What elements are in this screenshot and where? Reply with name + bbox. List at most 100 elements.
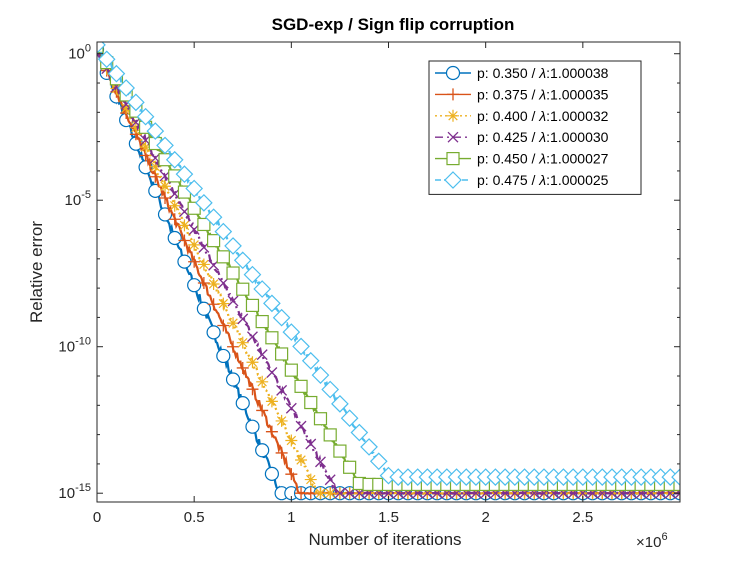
series-5-marker [284,363,298,377]
series-6-marker [107,64,126,83]
series-3-marker [120,101,133,114]
series-6-marker [340,409,359,428]
legend-marker [446,152,460,166]
series-1-marker [245,419,260,434]
series-1-marker [187,278,202,293]
series-6-marker [360,438,378,456]
series-4-marker [295,420,307,432]
series-6-marker [311,366,330,384]
series-6-marker [146,122,165,140]
series-1-marker [206,325,221,340]
series-4-marker [305,438,317,450]
series-5-marker [245,298,260,313]
legend-label-prefix: p: 0.450 / [477,151,539,167]
legend-label-suffix: :1.000025 [546,172,608,188]
series-1-marker [255,443,270,458]
legend-marker [447,109,459,122]
series-5-marker [343,460,357,474]
legend-marker [447,131,459,143]
x-axis-multiplier: ×106 [636,531,668,551]
x-tick-label: 0 [93,509,101,526]
series-3-marker [149,160,162,173]
series-6-marker [272,308,291,327]
series-6-marker [127,93,145,112]
series-5-marker [673,477,680,492]
legend-label-lambda: λ [538,86,546,102]
series-1-marker [216,348,231,364]
series-4-marker [227,295,239,307]
series-5-marker [313,412,328,426]
series-3-marker [178,219,191,232]
series-6-marker [671,468,680,486]
series-5-marker [187,201,201,215]
series-4-marker [334,487,346,499]
series-6-marker [350,423,369,442]
series-4-marker [237,313,249,325]
series-5-marker [275,347,289,361]
series-3-marker [314,487,327,500]
series-3-marker [265,395,278,408]
series-6-marker [243,265,262,284]
series-5-marker [255,314,269,329]
legend-label: p: 0.450 / λ:1.000027 [477,151,609,167]
series-3-marker [246,356,259,369]
series-3-marker [207,278,220,291]
series-6-marker [117,79,135,97]
series-2-marker [256,404,269,417]
series-6-marker [195,194,213,212]
x-axis-label: Number of iterations [308,530,461,549]
series-6-marker [214,222,233,241]
series-5-marker [236,282,250,296]
series-2-marker [217,319,230,332]
legend-label-suffix: :1.000030 [546,129,608,145]
series-3-marker [285,434,298,447]
legend-label-suffix: :1.000032 [546,108,608,124]
legend-label-prefix: p: 0.375 / [477,86,539,102]
legend-entry: p: 0.350 / λ:1.000038 [435,65,609,81]
series-2-marker [236,361,249,374]
y-tick-label-exp: -15 [75,482,91,494]
series-6-marker [292,337,310,356]
legend-entry: p: 0.400 / λ:1.000032 [435,108,609,124]
legend-entry: p: 0.375 / λ:1.000035 [435,86,609,102]
legend-label-lambda: λ [538,65,546,81]
legend-label-prefix: p: 0.350 / [477,65,539,81]
y-tick-label-base: 10 [58,485,75,502]
series-6 [97,42,680,486]
x-axis-multiplier-exp: 6 [661,531,667,543]
series-3-marker [304,473,317,486]
y-tick-label-exp: -10 [75,336,91,348]
y-tick-label-exp: -5 [81,189,91,201]
series-5-marker [216,250,230,264]
series-6-marker [156,136,174,155]
legend-label-prefix: p: 0.400 / [477,108,539,124]
series-3-marker [295,454,308,467]
y-tick-label: 100 [68,43,91,63]
x-axis: 0 0.5 1 1.5 2 2.5 [93,42,593,526]
series-6-marker [175,165,194,183]
series-6-marker [321,380,340,399]
legend-label-suffix: :1.000027 [546,151,608,167]
legend-box [428,60,642,195]
series-2-marker [265,425,278,438]
series-5-marker [323,428,337,442]
series-4-marker [315,456,326,468]
series-4-marker [247,331,258,343]
series-3-marker [236,336,249,349]
series-2-marker [246,383,259,396]
series-3-marker [188,238,201,251]
x-tick-label: 0.5 [184,509,205,526]
legend-label-lambda: λ [538,129,546,145]
series-6-marker [331,394,349,413]
series-2-marker [285,468,298,481]
x-tick-label: 2 [481,509,489,526]
series-4-marker [324,474,336,486]
y-tick-label-base: 10 [68,46,85,63]
series-3-marker [197,258,210,271]
y-tick-label: 10-5 [65,189,91,209]
series-5-marker [304,395,318,410]
series-5-marker [265,331,279,345]
series-5-marker [294,379,308,393]
series-6-marker [263,294,281,313]
x-axis-multiplier-base: ×10 [636,534,661,551]
